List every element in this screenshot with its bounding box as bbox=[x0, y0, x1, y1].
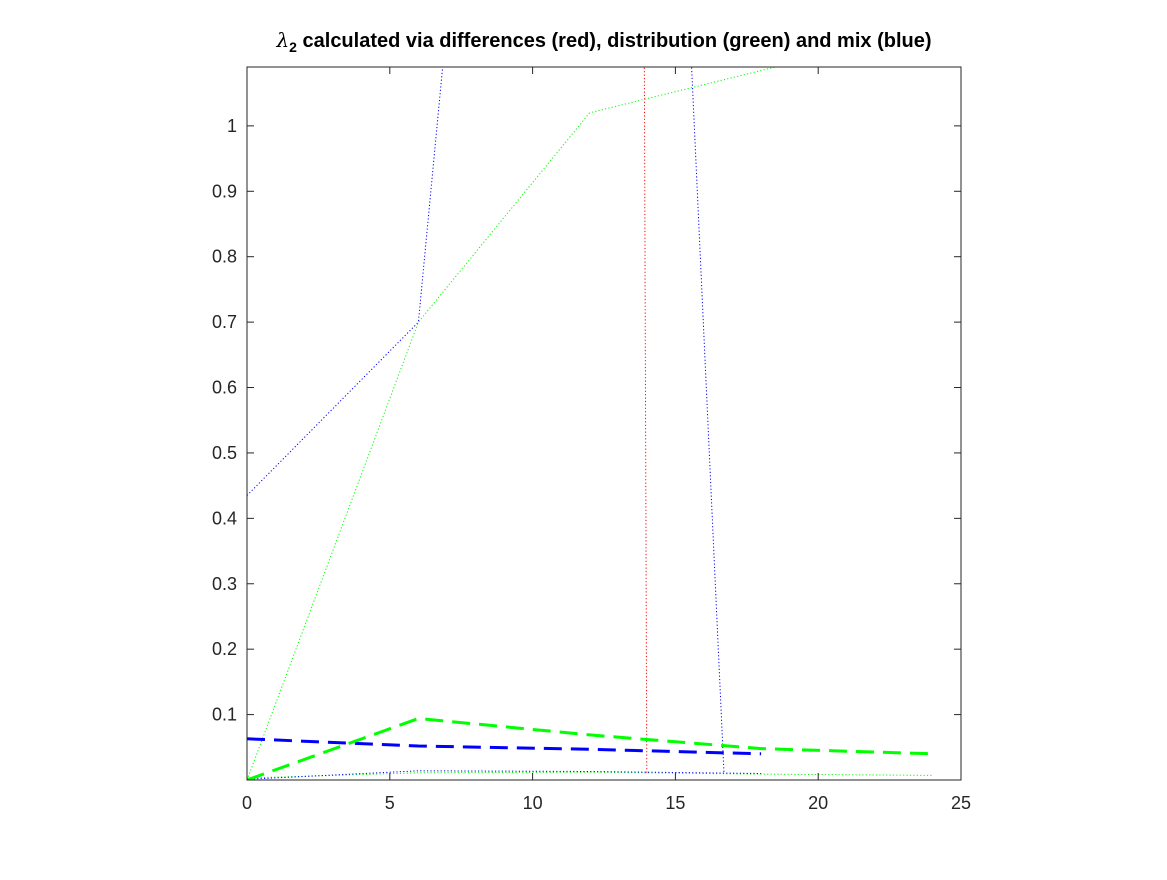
x-tick-label: 5 bbox=[385, 793, 395, 813]
y-tick-label: 0.1 bbox=[212, 705, 237, 725]
y-tick-label: 0.4 bbox=[212, 508, 237, 528]
series-line-7 bbox=[247, 737, 762, 756]
y-tick-label: 0.2 bbox=[212, 639, 237, 659]
y-tick-label: 0.5 bbox=[212, 443, 237, 463]
y-tick-label: 0.3 bbox=[212, 574, 237, 594]
x-tick-label: 15 bbox=[665, 793, 685, 813]
axes-box bbox=[246, 66, 962, 781]
x-tick-label: 25 bbox=[951, 793, 971, 813]
y-tick-label: 0.8 bbox=[212, 247, 237, 267]
title-lambda-symbol: λ bbox=[276, 28, 290, 52]
title-text: calculated via differences (red), distri… bbox=[296, 30, 932, 52]
x-tick-label: 0 bbox=[242, 793, 252, 813]
y-tick-label: 1 bbox=[227, 116, 237, 136]
series-line-8 bbox=[247, 716, 933, 780]
y-tick-label: 0.6 bbox=[212, 378, 237, 398]
tick-layer: 0 5 10 15 20 25 0.1 0.2 0.3 0.4 0.5 0.6 0.7 0.8 0.9 1 bbox=[212, 67, 971, 813]
y-tick-label: 0.9 bbox=[212, 181, 237, 201]
series-line-3 bbox=[643, 67, 648, 774]
y-tick-label: 0.7 bbox=[212, 312, 237, 332]
series-line-2 bbox=[691, 67, 725, 774]
series-line-6 bbox=[247, 770, 762, 780]
title-subscript: 2 bbox=[289, 39, 297, 55]
chart-title: λ2 calculated via differences (red), dis… bbox=[247, 28, 961, 55]
x-tick-label: 10 bbox=[523, 793, 543, 813]
x-tick-label: 20 bbox=[808, 793, 828, 813]
plot-area bbox=[247, 67, 961, 780]
